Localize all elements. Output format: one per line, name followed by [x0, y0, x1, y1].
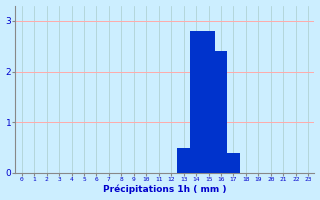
Bar	[202, 31, 215, 173]
Bar	[190, 31, 202, 173]
X-axis label: Précipitations 1h ( mm ): Précipitations 1h ( mm )	[103, 185, 227, 194]
Bar	[227, 153, 240, 173]
Bar	[215, 51, 227, 173]
Bar	[177, 148, 190, 173]
